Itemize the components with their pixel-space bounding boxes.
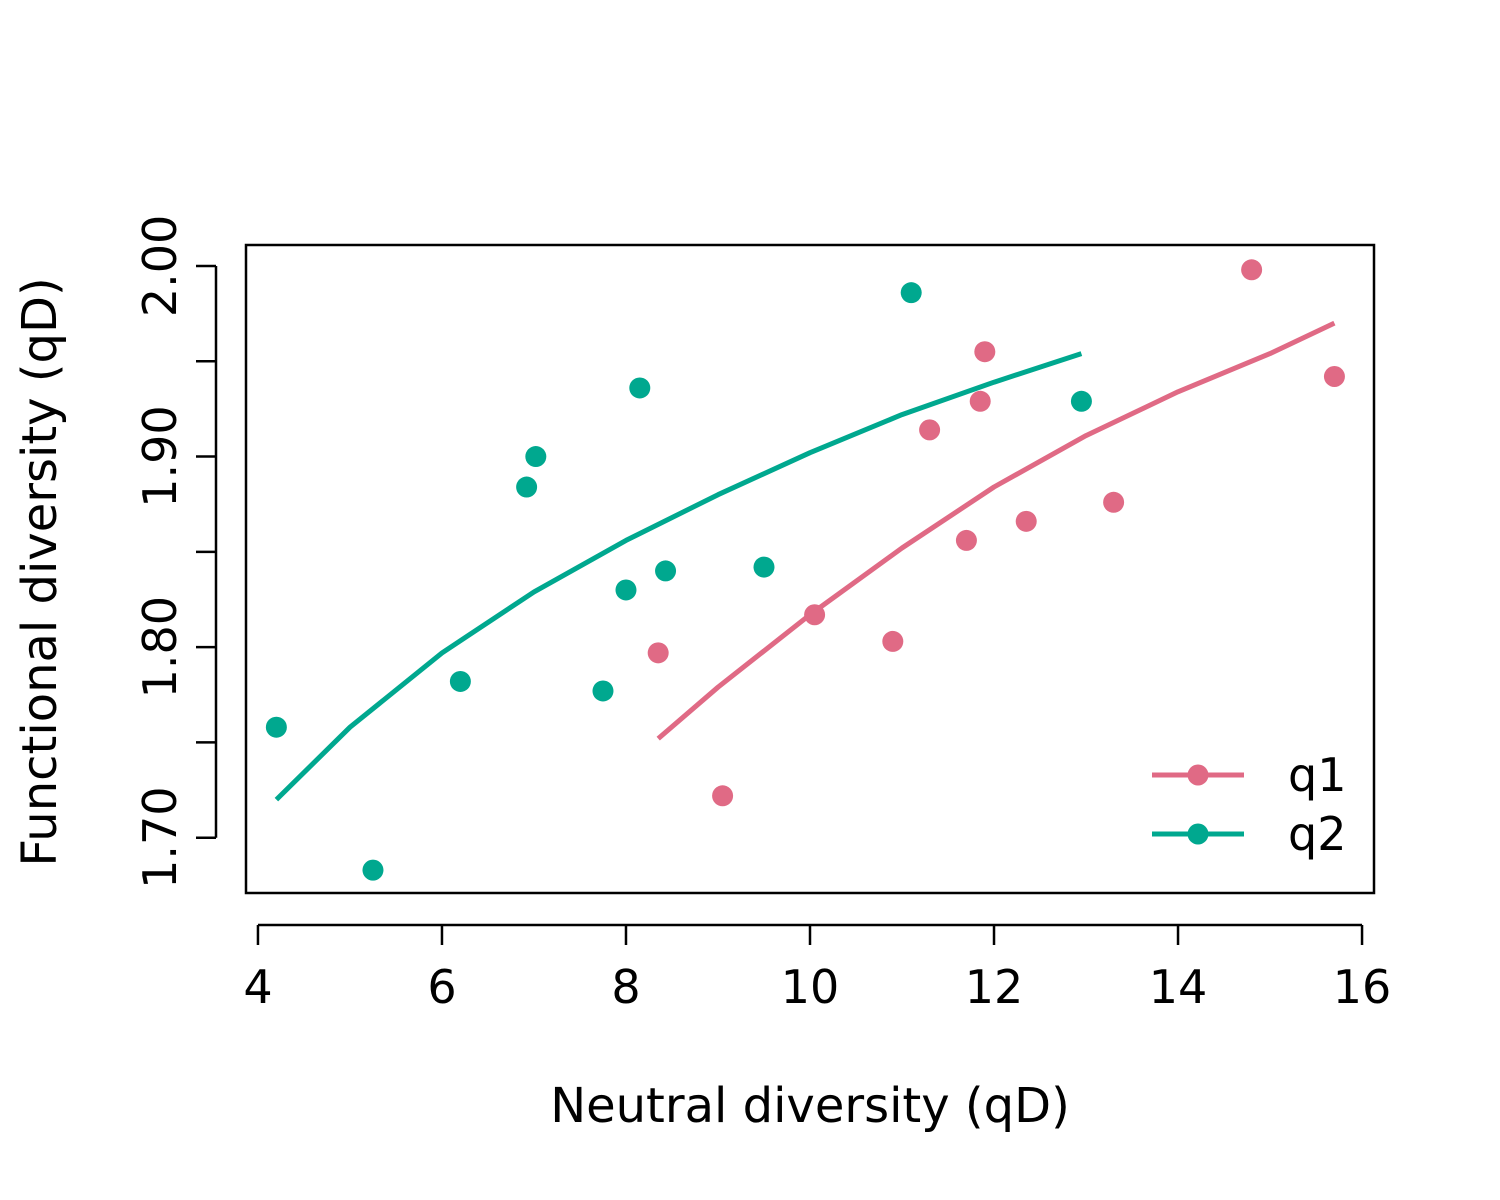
x-tick-label: 16 [1333,960,1392,1014]
legend-marker-q2 [1187,823,1209,845]
data-point-q1 [955,529,977,551]
fit-lines [274,320,1336,802]
x-tick-label: 14 [1149,960,1208,1014]
data-point-q2 [629,377,651,399]
data-point-q1 [882,630,904,652]
data-point-q2 [900,282,922,304]
y-tick-label: 1.80 [133,596,187,698]
legend-marker-q1 [1187,764,1209,786]
fit-line-q1 [656,320,1336,741]
data-point-q1 [712,785,734,807]
plot-frame [244,243,1376,895]
data-point-q2 [592,680,614,702]
y-tick-label: 1.90 [133,405,187,507]
data-point-q2 [449,670,471,692]
fit-line-q2 [274,351,1083,802]
data-point-q2 [362,859,384,881]
data-point-q1 [974,341,996,363]
data-point-q2 [1070,390,1092,412]
data-point-q1 [1103,491,1125,513]
data-point-q1 [919,419,941,441]
data-point-q1 [647,642,669,664]
data-point-q1 [804,604,826,626]
data-point-q1 [1323,366,1345,388]
data-points [265,259,1345,881]
y-tick-label: 2.00 [133,215,187,317]
x-tick-label: 4 [243,960,272,1014]
x-tick-label: 8 [611,960,640,1014]
x-axis: 4 6 8 10 12 14 16 [243,923,1392,1014]
data-point-q1 [1241,259,1263,281]
data-point-q2 [516,476,538,498]
y-axis: 1.70 1.80 1.90 2.00 [133,215,218,889]
x-axis-label: Neutral diversity (qD) [550,1078,1070,1134]
data-point-q1 [969,390,991,412]
x-tick-label: 10 [781,960,840,1014]
y-tick-label: 1.70 [133,787,187,889]
data-point-q2 [655,560,677,582]
data-point-q2 [753,556,775,578]
y-axis-label: Functional diversity (qD) [12,277,68,866]
data-point-q1 [1015,510,1037,532]
data-point-q2 [265,716,287,738]
x-tick-label: 6 [427,960,456,1014]
data-point-q2 [615,579,637,601]
data-point-q2 [525,446,547,468]
legend-label-q2: q2 [1288,807,1346,861]
x-tick-label: 12 [965,960,1024,1014]
legend-label-q1: q1 [1288,748,1346,802]
